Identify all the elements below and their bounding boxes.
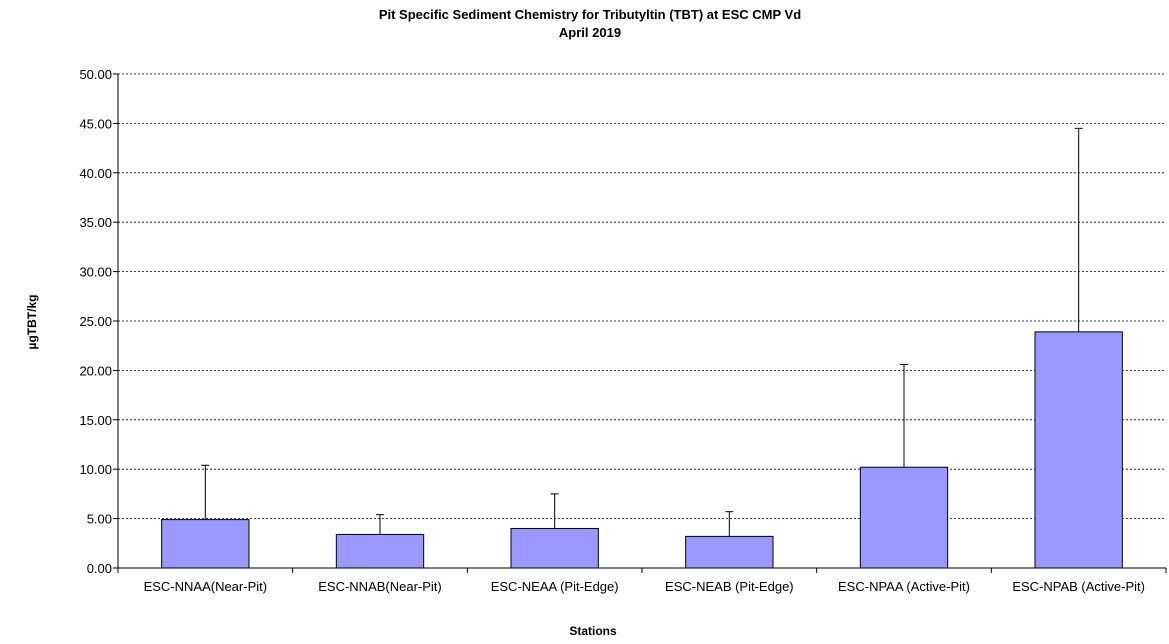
y-tick-label: 10.00 bbox=[79, 462, 112, 477]
x-tick-label: ESC-NPAB (Active-Pit) bbox=[1012, 579, 1145, 594]
x-tick-label: ESC-NEAA (Pit-Edge) bbox=[491, 579, 619, 594]
bar bbox=[335, 533, 425, 569]
y-tick-label: 5.00 bbox=[87, 512, 112, 527]
bar bbox=[161, 519, 250, 569]
y-tick-label: 0.00 bbox=[87, 561, 112, 576]
x-axis-title: Stations bbox=[569, 624, 617, 638]
y-tick-label: 20.00 bbox=[79, 363, 112, 378]
bar bbox=[1034, 331, 1123, 569]
y-tick-label: 50.00 bbox=[79, 67, 112, 82]
y-tick-label: 25.00 bbox=[79, 314, 112, 329]
y-axis-title: µgTBT/kg bbox=[25, 295, 39, 350]
y-tick-label: 40.00 bbox=[79, 166, 112, 181]
plot-area: 0.00 5.00 10.00 15.00 20.00 25.00 30.00 35.00 40… bbox=[79, 67, 1167, 594]
y-tick-label: 15.00 bbox=[79, 413, 112, 428]
bar bbox=[685, 535, 774, 569]
bar bbox=[859, 466, 949, 569]
chart-subtitle: April 2019 bbox=[559, 25, 621, 40]
chart-title: Pit Specific Sediment Chemistry for Trib… bbox=[379, 7, 801, 22]
x-tick-label: ESC-NEAB (Pit-Edge) bbox=[665, 579, 794, 594]
x-tick-label: ESC-NPAA (Active-Pit) bbox=[838, 579, 970, 594]
bar bbox=[510, 527, 599, 569]
x-tick-label: ESC-NNAB(Near-Pit) bbox=[318, 579, 442, 594]
x-tick-label: ESC-NNAA(Near-Pit) bbox=[144, 579, 268, 594]
y-tick-label: 35.00 bbox=[79, 215, 112, 230]
y-tick-label: 45.00 bbox=[79, 116, 112, 131]
y-tick-label: 30.00 bbox=[79, 265, 112, 280]
